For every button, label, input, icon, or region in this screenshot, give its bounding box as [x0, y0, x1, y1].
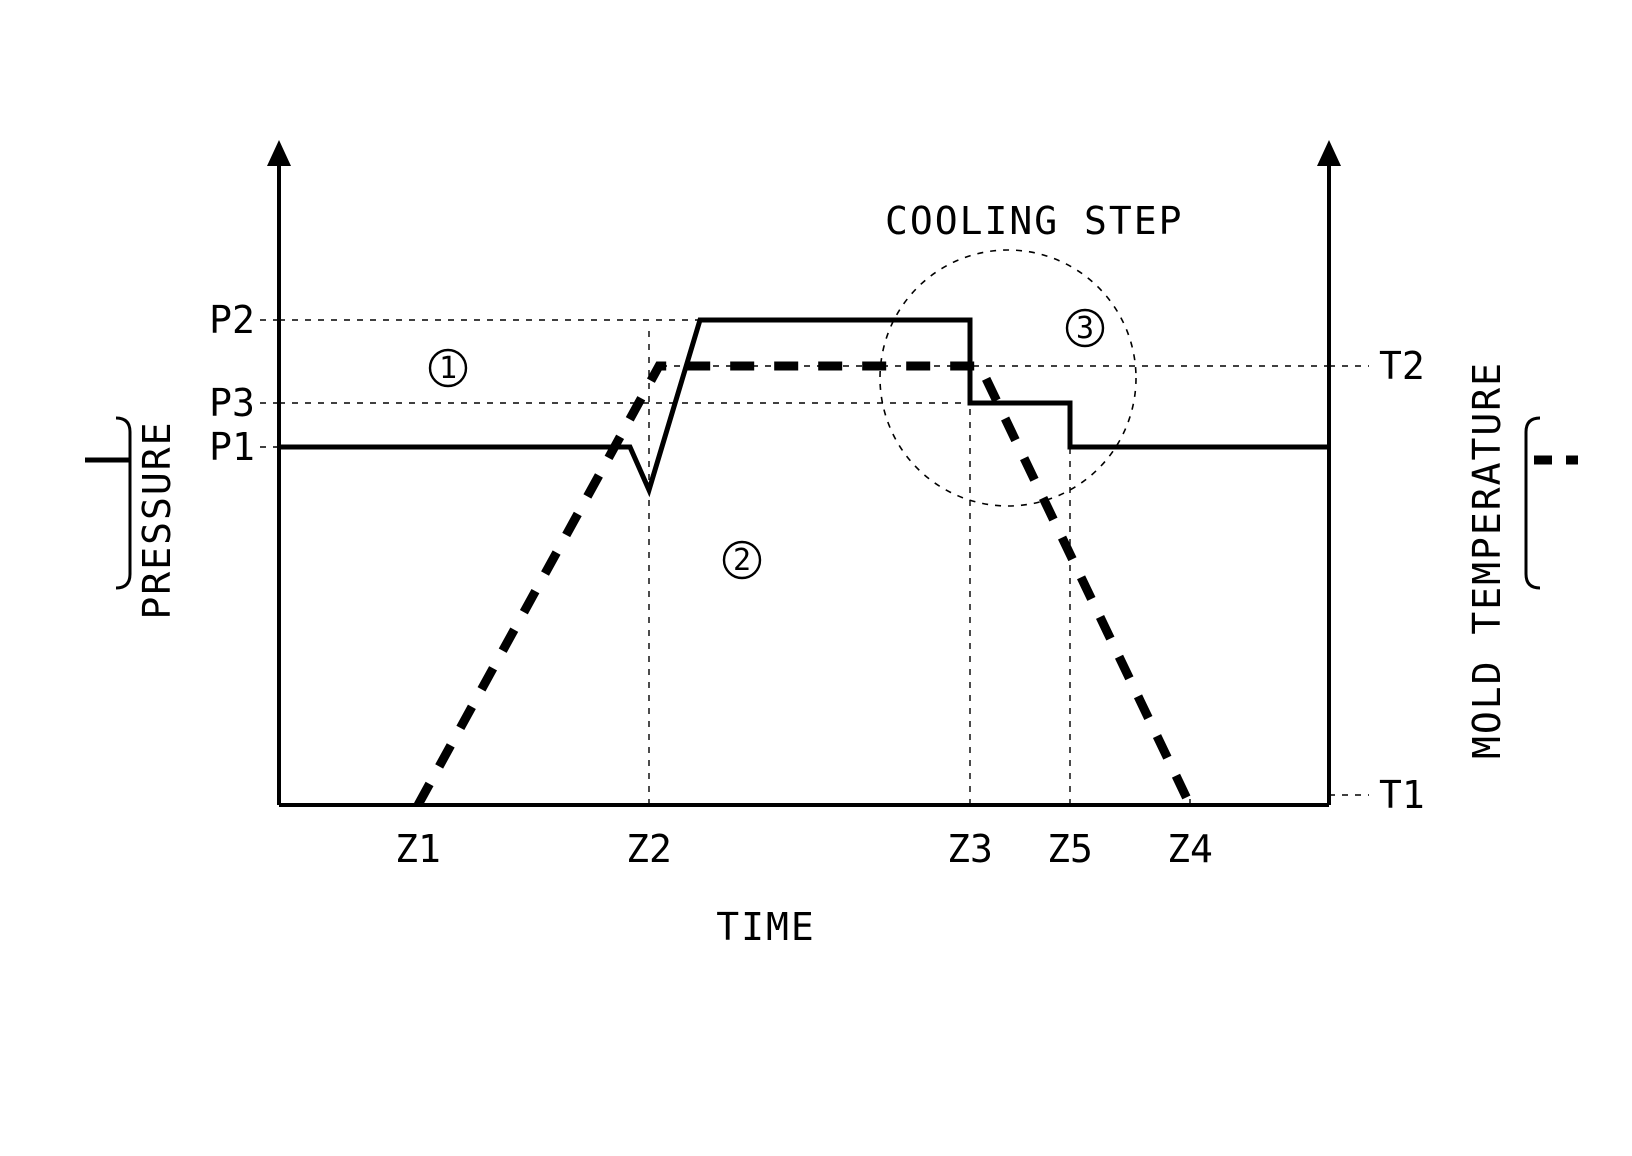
chart-page: PRESSURE MOLD TEMPERATURE TIME COOLING STEP… [0, 0, 1632, 1156]
step-marker-number: 3 [1076, 311, 1094, 346]
t1-label: T1 [1379, 773, 1425, 817]
y-axis-right-label: MOLD TEMPERATURE [1465, 361, 1509, 759]
step-marker-number: 2 [733, 543, 751, 578]
x-axis-label: TIME [716, 905, 816, 949]
x-tick-label: Z3 [947, 827, 993, 871]
y-axis-left-label: PRESSURE [135, 420, 179, 619]
t2-label: T2 [1379, 344, 1425, 388]
cooling-step-label: COOLING STEP [885, 199, 1184, 243]
x-tick-label: Z2 [626, 827, 672, 871]
x-tick-label: Z1 [395, 827, 441, 871]
x-tick-label: Z5 [1047, 827, 1093, 871]
x-tick-label: Z4 [1167, 827, 1213, 871]
p3-label: P3 [209, 381, 255, 425]
chart-svg: PRESSURE MOLD TEMPERATURE TIME COOLING STEP… [0, 0, 1632, 1156]
background [0, 0, 1632, 1156]
step-marker-number: 1 [439, 351, 457, 386]
p2-label: P2 [209, 298, 255, 342]
p1-label: P1 [209, 425, 255, 469]
